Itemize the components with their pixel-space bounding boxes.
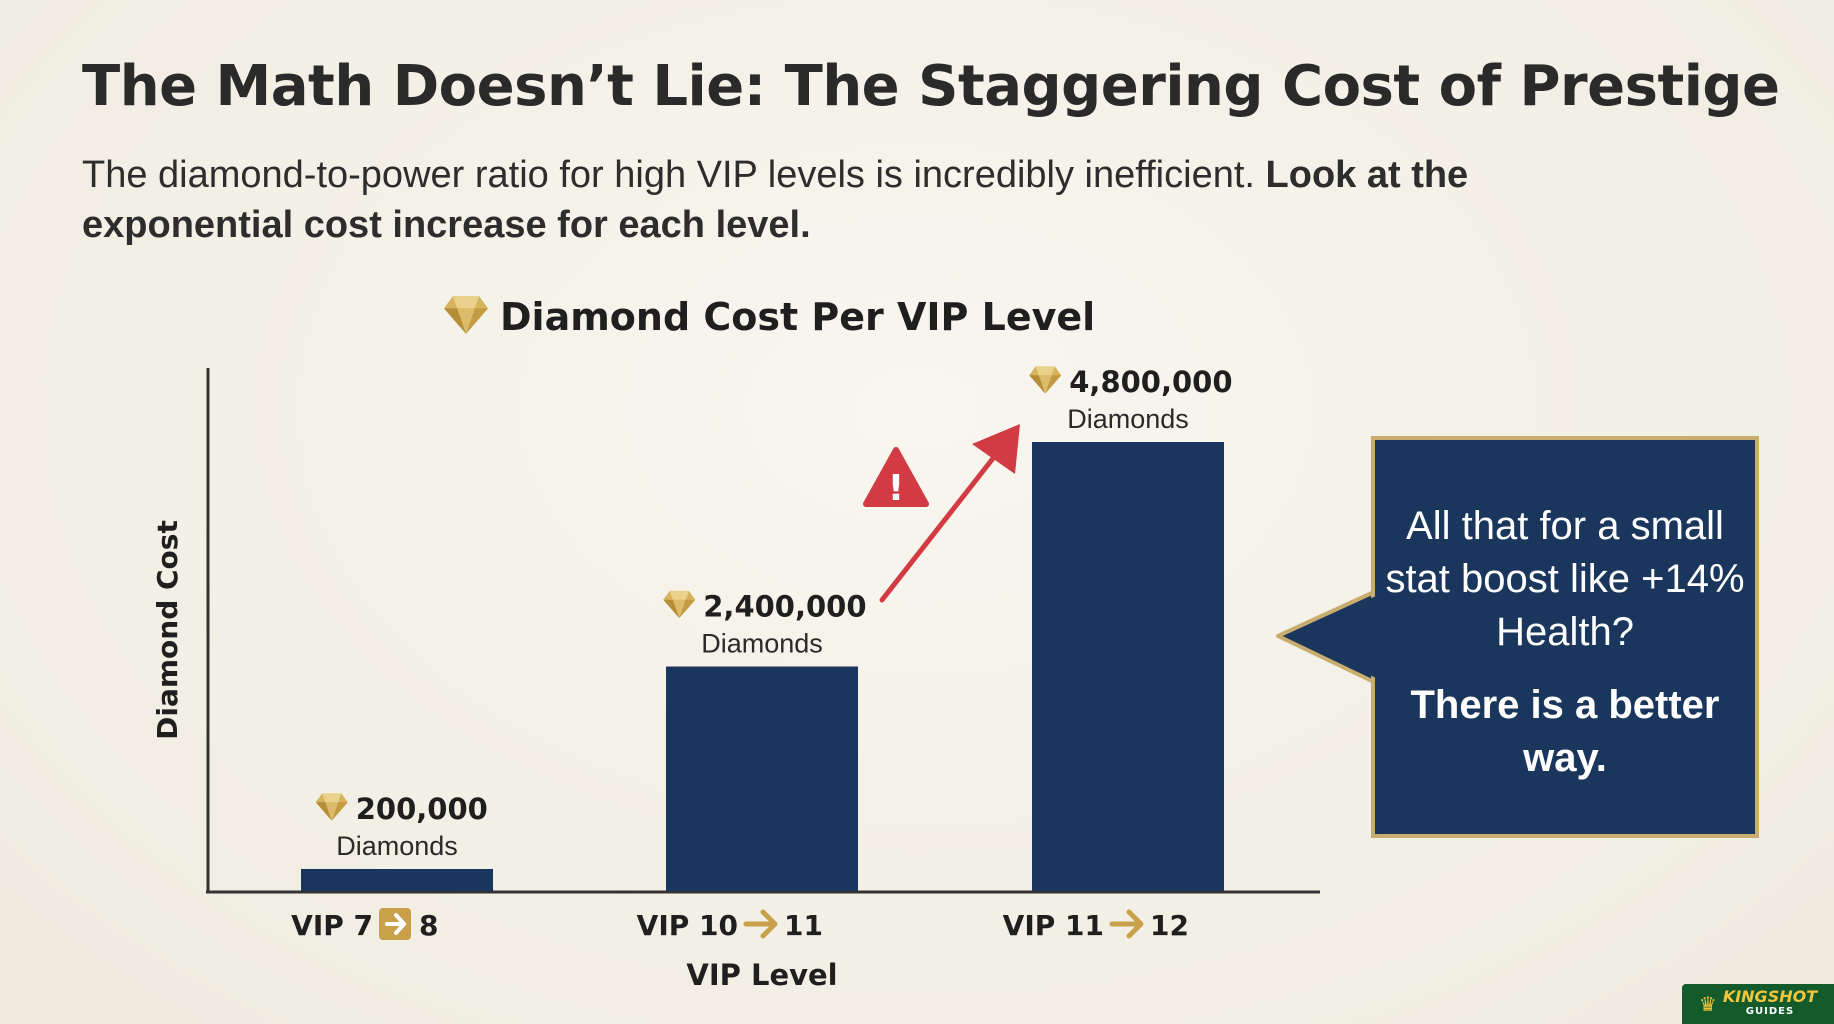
x-tick-label-from: VIP 10 bbox=[637, 909, 738, 942]
bar-value-label: 4,800,000 bbox=[1069, 365, 1232, 399]
diamond-icon bbox=[1029, 366, 1062, 394]
crown-icon: ♛ bbox=[1698, 992, 1717, 1016]
x-tick-label-to: 11 bbox=[784, 909, 823, 942]
page-title: The Math Doesn’t Lie: The Staggering Cos… bbox=[82, 54, 1780, 119]
bar-unit-label: Diamonds bbox=[701, 629, 823, 659]
diamond-icon bbox=[663, 590, 696, 619]
chart-title: Diamond Cost Per VIP Level bbox=[500, 295, 1095, 339]
diamond-icon bbox=[315, 793, 348, 821]
x-tick-label-from: VIP 7 bbox=[291, 909, 373, 942]
warning-exclamation: ! bbox=[888, 468, 904, 509]
y-axis-label: Diamond Cost bbox=[151, 520, 184, 740]
arrow-right-icon bbox=[1109, 909, 1144, 939]
bar-3 bbox=[1032, 442, 1224, 891]
warning-icon bbox=[863, 447, 929, 507]
callout-text: All that for a small stat boost like +14… bbox=[1380, 500, 1750, 785]
x-tick-label-to: 12 bbox=[1150, 909, 1189, 942]
subtitle-bold: Look at the exponential cost increase fo… bbox=[82, 154, 1469, 246]
page-subtitle: The diamond-to-power ratio for high VIP … bbox=[82, 150, 1642, 250]
x-axis-label: VIP Level bbox=[686, 958, 837, 992]
increase-arrowhead bbox=[972, 424, 1020, 474]
arrow-right-icon bbox=[385, 913, 406, 935]
bar-value-label: 2,400,000 bbox=[703, 590, 866, 624]
bar-unit-label: Diamonds bbox=[1067, 404, 1189, 434]
bar-unit-label: Diamonds bbox=[336, 831, 458, 861]
kingshot-logo: ♛ KINGSHOT GUIDES bbox=[1682, 984, 1834, 1024]
logo-brand: KINGSHOT bbox=[1722, 987, 1818, 1006]
arrow-right-icon bbox=[743, 909, 778, 939]
subtitle-regular: The diamond-to-power ratio for high VIP … bbox=[82, 154, 1255, 196]
callout-box bbox=[1276, 436, 1759, 838]
bar-value-label: 200,000 bbox=[356, 792, 488, 826]
x-tick-label-from: VIP 11 bbox=[1003, 909, 1104, 942]
bar-2 bbox=[666, 666, 858, 891]
diamond-icon bbox=[444, 296, 488, 334]
bar-1 bbox=[301, 869, 493, 891]
increase-arrow bbox=[879, 449, 1001, 603]
logo-sub: GUIDES bbox=[1745, 1006, 1795, 1017]
x-tick-label-to: 8 bbox=[419, 909, 438, 942]
callout-answer: There is a better way. bbox=[1410, 683, 1720, 780]
callout-question: All that for a small stat boost like +14… bbox=[1385, 504, 1745, 654]
